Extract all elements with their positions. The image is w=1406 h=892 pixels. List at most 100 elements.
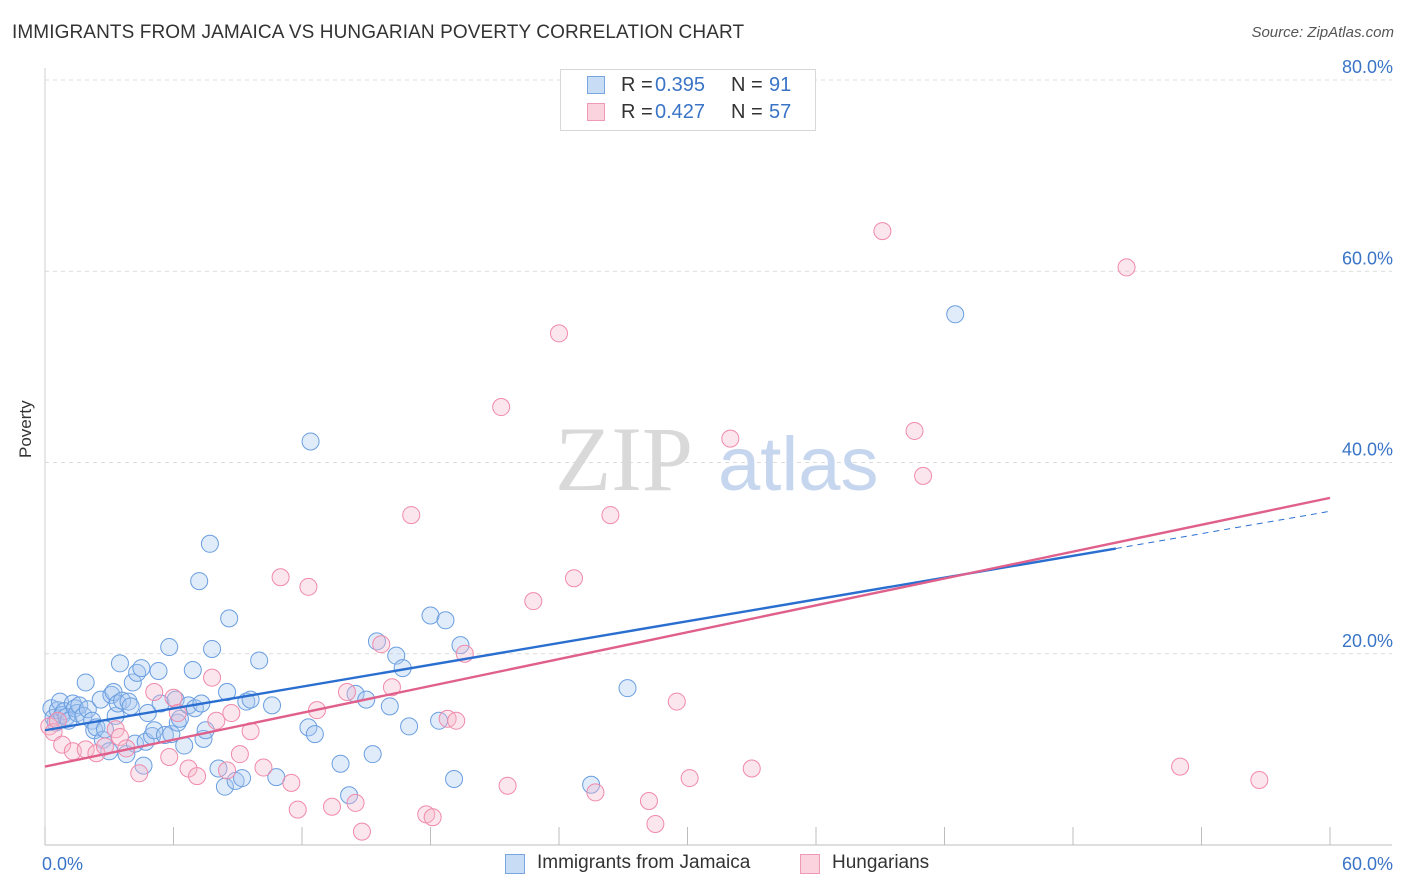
legend-label-hungarians: Hungarians — [832, 852, 930, 873]
point-hungarians — [53, 735, 72, 754]
point-jamaica — [145, 721, 164, 740]
point-hungarians — [346, 793, 365, 812]
point-jamaica — [220, 609, 239, 628]
point-hungarians — [721, 429, 740, 448]
y-tick-label: 80.0% — [1342, 57, 1393, 77]
source-credit: Source: ZipAtlas.com — [1251, 24, 1394, 41]
legend-r-label: R = — [621, 74, 653, 96]
point-hungarians — [164, 688, 183, 707]
point-hungarians — [188, 767, 207, 786]
point-hungarians — [402, 506, 421, 525]
trend-lines — [44, 496, 1331, 768]
point-hungarians — [337, 683, 356, 701]
point-hungarians — [130, 764, 149, 783]
point-jamaica — [119, 692, 138, 711]
point-hungarians — [352, 822, 371, 841]
legend-r-label: R = — [621, 101, 653, 123]
legend-swatch-jamaica — [505, 854, 525, 874]
point-jamaica — [132, 659, 151, 678]
point-jamaica — [70, 696, 89, 715]
point-hungarians — [160, 748, 179, 767]
point-hungarians — [667, 692, 686, 711]
point-hungarians — [498, 776, 517, 795]
point-hungarians — [222, 704, 241, 723]
legend-n-label: N = — [731, 74, 763, 96]
point-jamaica — [301, 432, 320, 451]
point-hungarians — [905, 421, 924, 440]
watermark: ZIP atlas — [555, 408, 879, 510]
point-hungarians — [1250, 770, 1269, 789]
point-jamaica — [200, 534, 219, 553]
point-hungarians — [492, 398, 511, 417]
legend-r-value: 0.427 — [655, 101, 706, 123]
point-jamaica — [183, 661, 202, 680]
point-hungarians — [1171, 757, 1190, 776]
point-hungarians — [372, 635, 391, 654]
point-hungarians — [145, 683, 164, 701]
point-jamaica — [113, 691, 132, 710]
point-hungarians — [271, 568, 290, 587]
point-jamaica — [263, 696, 282, 715]
point-hungarians — [110, 727, 129, 746]
point-hungarians — [742, 759, 761, 778]
y-axis-label: Poverty — [16, 400, 35, 458]
point-hungarians — [299, 577, 318, 596]
point-hungarians — [254, 758, 273, 777]
y-tick-label: 60.0% — [1342, 248, 1393, 268]
x-tick-label-max: 60.0% — [1342, 854, 1393, 874]
point-jamaica — [421, 606, 440, 625]
legend-n-value: 91 — [769, 74, 792, 96]
point-hungarians — [423, 808, 442, 827]
legend-swatch-hungarians — [800, 854, 820, 874]
point-hungarians — [282, 773, 301, 792]
point-jamaica — [78, 700, 97, 719]
point-hungarians — [873, 222, 892, 241]
point-hungarians — [601, 506, 620, 525]
point-jamaica — [155, 726, 174, 745]
point-jamaica — [123, 673, 142, 692]
x-tick-label-min: 0.0% — [42, 854, 83, 874]
point-hungarians — [1117, 258, 1136, 277]
point-hungarians — [447, 711, 466, 730]
point-hungarians — [382, 678, 401, 697]
point-jamaica — [149, 661, 168, 680]
point-jamaica — [331, 754, 350, 773]
point-hungarians — [207, 711, 226, 730]
point-jamaica — [250, 651, 269, 670]
y-tick-label: 40.0% — [1342, 440, 1393, 460]
point-jamaica — [363, 745, 382, 764]
point-hungarians — [586, 783, 605, 802]
point-hungarians — [914, 466, 933, 485]
point-hungarians — [322, 797, 341, 816]
point-hungarians — [639, 792, 658, 811]
legend-swatch-hungarians — [587, 103, 605, 121]
point-hungarians — [230, 745, 249, 764]
gridlines — [45, 79, 1392, 655]
legend-n-label: N = — [731, 101, 763, 123]
tick-labels: 20.0% 40.0% 60.0% 80.0% 0.0% 60.0% — [42, 57, 1393, 874]
y-tick-label: 20.0% — [1342, 631, 1393, 651]
point-jamaica — [76, 673, 95, 692]
point-jamaica — [946, 305, 965, 324]
legend-r-value: 0.395 — [655, 74, 706, 96]
trend-extension-jamaica — [1115, 510, 1331, 550]
point-jamaica — [305, 725, 324, 744]
trend-line-hungarians — [44, 496, 1331, 768]
legend-label-jamaica: Immigrants from Jamaica — [537, 852, 751, 873]
point-jamaica — [400, 717, 419, 736]
point-jamaica — [451, 636, 470, 655]
point-jamaica — [190, 572, 209, 591]
watermark-atlas: atlas — [718, 422, 879, 507]
point-jamaica — [618, 679, 637, 698]
point-hungarians — [203, 668, 222, 687]
point-jamaica — [299, 718, 318, 737]
point-hungarians — [524, 592, 543, 611]
point-jamaica — [233, 769, 252, 788]
legend-swatch-jamaica — [587, 76, 605, 94]
point-jamaica — [160, 638, 179, 657]
point-jamaica — [340, 786, 359, 805]
point-jamaica — [203, 639, 222, 658]
chart-title: IMMIGRANTS FROM JAMAICA VS HUNGARIAN POV… — [12, 22, 745, 43]
point-hungarians — [288, 800, 307, 819]
